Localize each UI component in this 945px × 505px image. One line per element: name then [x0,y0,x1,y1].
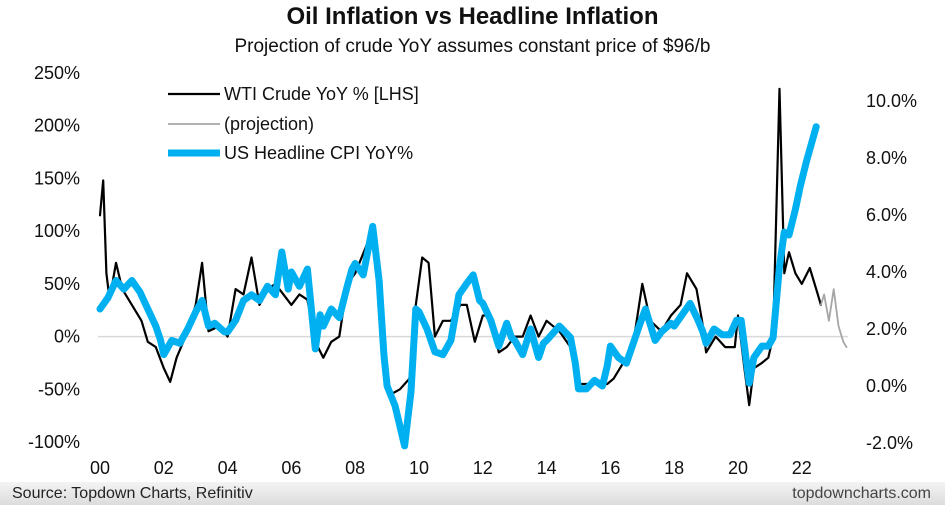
x-axis-tick-label: 14 [537,458,557,478]
footer: Source: Topdown Charts, Refinitiv topdow… [0,482,945,505]
left-axis-tick-label: 150% [34,168,80,188]
x-axis-tick-label: 20 [728,458,748,478]
x-axis-tick-label: 04 [218,458,238,478]
left-axis-tick-label: -100% [28,432,80,452]
left-axis-tick-label: 250% [34,63,80,83]
left-axis-tick-label: 200% [34,116,80,136]
left-axis-tick-label: 100% [34,221,80,241]
series-line-wti-crude [98,87,822,407]
series-line-projection [820,288,848,348]
right-axis-tick-label: 10.0% [866,91,917,111]
right-axis-tick-label: 2.0% [866,319,907,339]
legend-label: US Headline CPI YoY% [224,143,413,163]
right-axis-tick-label: 0.0% [866,376,907,396]
left-axis-tick-label: 50% [44,274,80,294]
right-axis-tick-label: 4.0% [866,262,907,282]
x-axis-tick-label: 00 [90,458,110,478]
brand-watermark: topdowncharts.com [792,485,931,502]
series-line-us-cpi [96,123,820,450]
right-axis-tick-label: 6.0% [866,205,907,225]
source-note: Source: Topdown Charts, Refinitiv [12,485,253,502]
left-axis-tick-label: 0% [54,327,80,347]
x-axis-tick-label: 08 [345,458,365,478]
x-axis-tick-label: 06 [281,458,301,478]
x-axis-tick-label: 22 [792,458,812,478]
chart-title: Oil Inflation vs Headline Inflation [286,3,659,30]
legend-label: (projection) [224,114,314,134]
chart-subtitle: Projection of crude YoY assumes constant… [234,36,711,57]
x-axis-tick-label: 12 [473,458,493,478]
x-axis-tick-label: 10 [409,458,429,478]
x-axis-tick-label: 18 [664,458,684,478]
right-axis-tick-label: 8.0% [866,148,907,168]
x-axis-tick-label: 16 [600,458,620,478]
x-axis-tick-label: 02 [154,458,174,478]
right-axis-tick-label: -2.0% [866,433,913,453]
legend-label: WTI Crude YoY % [LHS] [224,84,419,104]
left-axis-tick-label: -50% [38,379,80,399]
